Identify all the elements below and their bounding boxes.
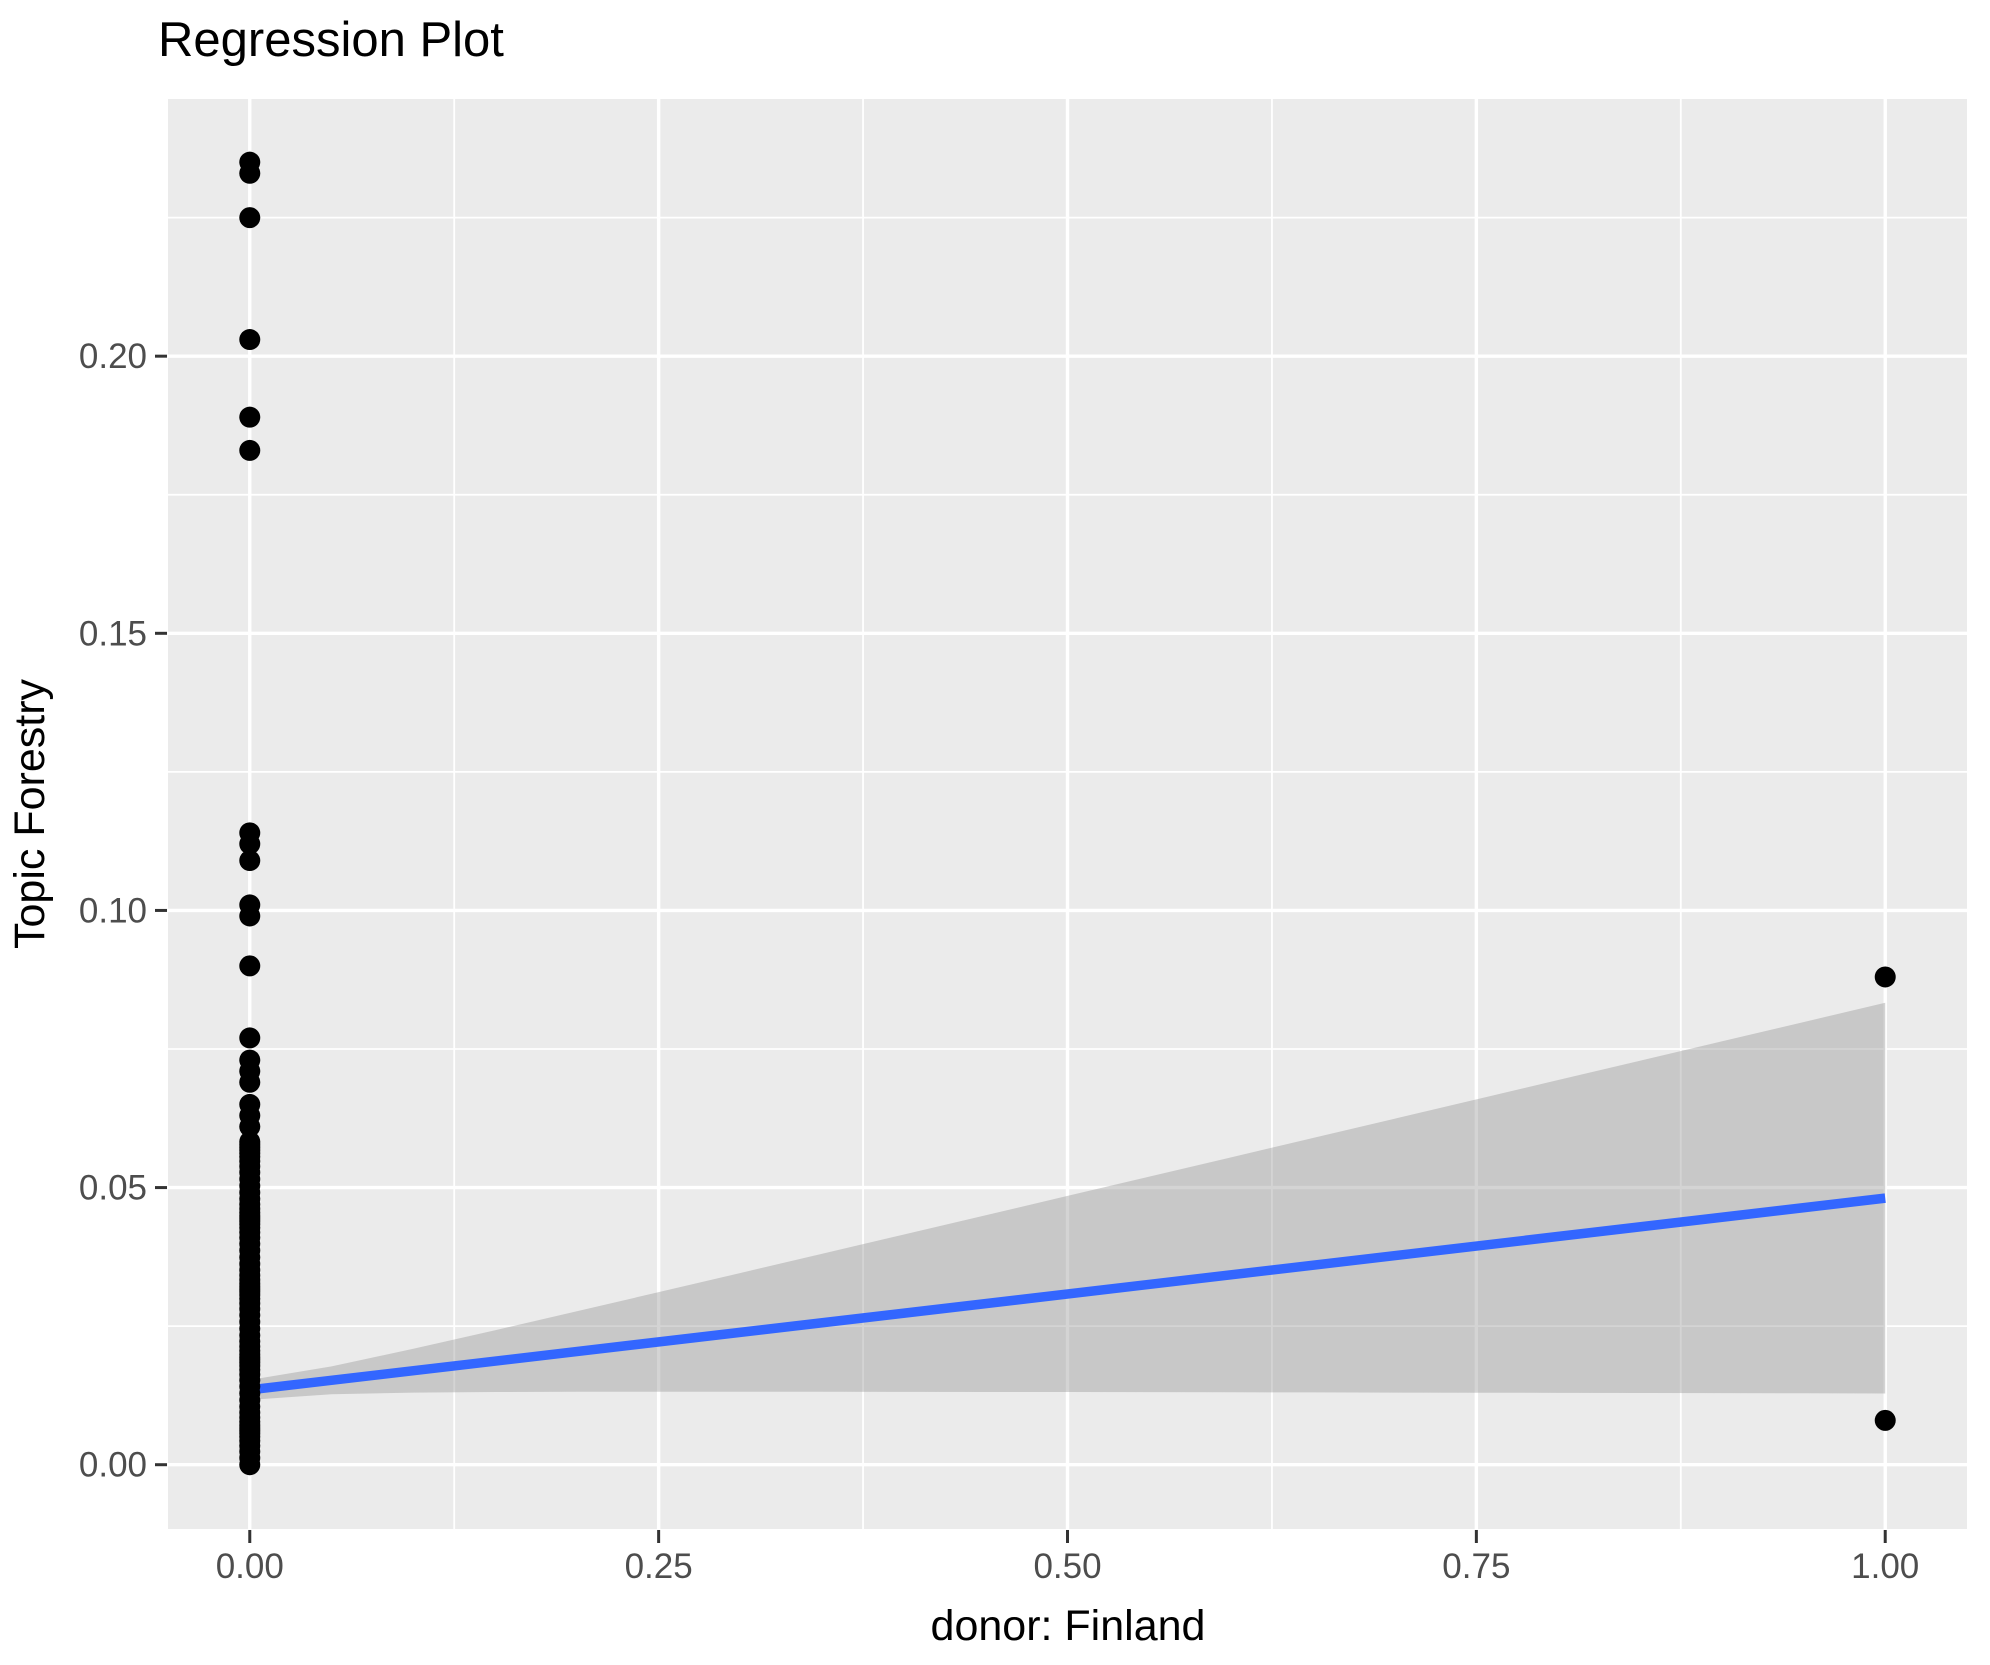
data-point (239, 439, 261, 461)
data-point (239, 905, 261, 927)
plot-title: Regression Plot (158, 13, 504, 67)
x-tick-label: 0.00 (216, 1547, 284, 1586)
data-point (239, 406, 261, 428)
data-point (239, 329, 261, 351)
y-tick-label: 0.05 (79, 1169, 147, 1208)
ci-ribbon-layer (249, 1002, 1886, 1400)
x-tick-label: 0.75 (1442, 1547, 1510, 1586)
confidence-ribbon (249, 1002, 1886, 1400)
regression-line (249, 1193, 1886, 1395)
x-tick-label: 0.25 (625, 1547, 693, 1586)
data-point (239, 955, 261, 977)
data-point (239, 1071, 261, 1093)
x-axis-title: donor: Finland (931, 1602, 1206, 1650)
data-point (239, 1131, 261, 1153)
data-points-layer (239, 151, 1896, 1476)
axis-tick-labels-layer: 0.00 0.25 0.50 0.75 1.00 0.00 0.05 0.10 0.15 0.20 (79, 337, 1919, 1586)
data-point (239, 162, 261, 184)
data-point (1874, 966, 1896, 988)
y-axis-title: Topic Forestry (6, 678, 54, 949)
data-point (1874, 1409, 1896, 1431)
axis-ticks-layer (155, 354, 1887, 1543)
data-point (239, 207, 261, 229)
data-point (239, 833, 261, 855)
regression-line-layer (249, 1193, 1886, 1395)
data-point (239, 850, 261, 872)
y-tick-label: 0.15 (79, 614, 147, 653)
data-point (239, 1116, 261, 1138)
x-tick-label: 0.50 (1033, 1547, 1101, 1586)
y-tick-label: 0.10 (79, 891, 147, 930)
x-tick-label: 1.00 (1851, 1547, 1919, 1586)
y-tick-label: 0.00 (79, 1446, 147, 1485)
y-tick-label: 0.20 (79, 337, 147, 376)
data-point (239, 1027, 261, 1049)
